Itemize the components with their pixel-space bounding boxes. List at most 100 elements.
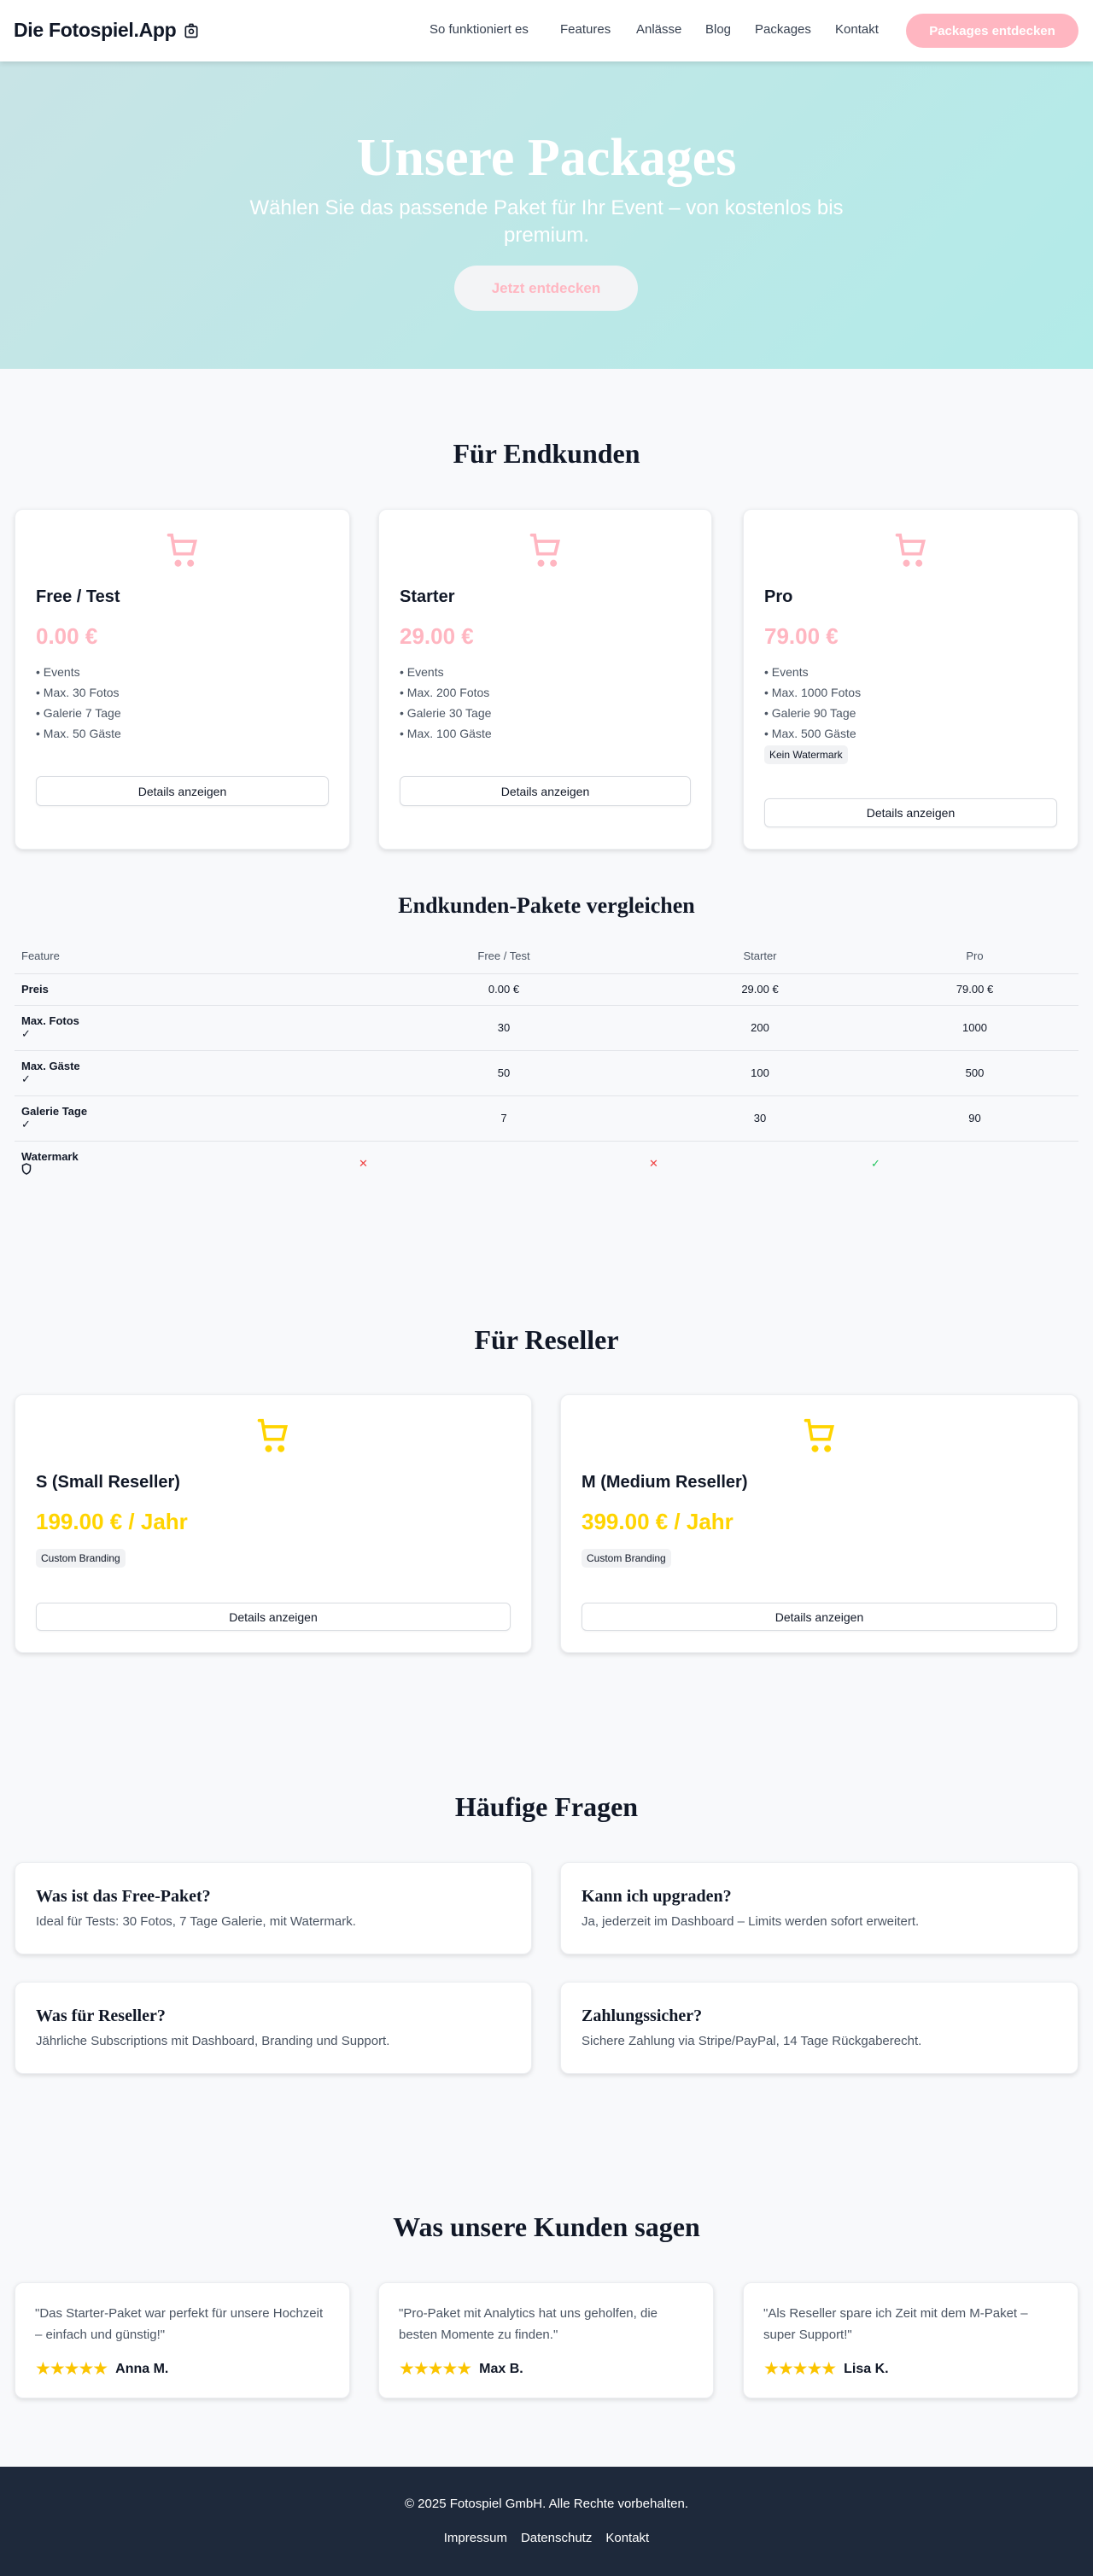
compare-heading: Endkunden-Pakete vergleichen: [398, 893, 695, 918]
package-name: Free / Test: [36, 587, 120, 606]
feature-item: • Max. 200 Fotos: [400, 686, 490, 699]
testimonials-heading: Was unsere Kunden sagen: [393, 2211, 700, 2242]
feature-list: • Events • Max. 30 Fotos • Galerie 7 Tag…: [36, 662, 329, 744]
star-rating-icon: ★★★★★: [35, 2359, 108, 2379]
cell: 30: [359, 1005, 649, 1051]
cell: 0.00 €: [359, 973, 649, 1006]
reseller-card-m: M (Medium Reseller) 399.00 € / Jahr Cust…: [560, 1394, 1078, 1653]
faq-question: Was ist das Free-Paket?: [36, 1887, 211, 1906]
x-icon: ✕: [359, 1156, 368, 1170]
column-header: Pro: [871, 939, 1078, 974]
cell: 79.00 €: [871, 973, 1078, 1006]
check-icon: ✓: [871, 1156, 880, 1170]
table-row: Max. Gäste ✓ 50 100 500: [15, 1050, 1078, 1096]
row-label: Galerie Tage: [21, 1105, 88, 1118]
testimonial-card: "Das Starter-Paket war perfekt für unser…: [15, 2282, 350, 2398]
endkunden-heading: Für Endkunden: [453, 438, 640, 469]
cart-icon: [582, 1417, 1057, 1455]
cell: 29.00 €: [649, 973, 871, 1006]
footer-link-datenschutz[interactable]: Datenschutz: [520, 2531, 593, 2545]
feature-list: • Events • Max. 1000 Fotos • Galerie 90 …: [764, 662, 1057, 744]
jetzt-entdecken-button[interactable]: Jetzt entdecken: [454, 266, 638, 311]
package-name: Pro: [764, 587, 793, 606]
cart-icon: [764, 532, 1057, 570]
compare-table: Feature Free / Test Starter Pro Preis 0.…: [15, 939, 1078, 1186]
feature-item: • Galerie 30 Tage: [400, 706, 492, 720]
package-name: S (Small Reseller): [36, 1473, 180, 1492]
cell: 50: [359, 1050, 649, 1096]
nav-packages[interactable]: Packages: [755, 22, 811, 37]
faq-question: Zahlungssicher?: [582, 2006, 703, 2025]
footer-link-kontakt[interactable]: Kontakt: [605, 2531, 650, 2545]
row-label: Preis: [15, 973, 359, 1006]
package-price: 199.00 € / Jahr: [36, 1509, 188, 1534]
testimonial-card: "Pro-Paket mit Analytics hat uns geholfe…: [378, 2282, 714, 2398]
nav-features[interactable]: Features: [560, 22, 611, 37]
reseller-heading: Für Reseller: [474, 1324, 619, 1355]
packages-entdecken-button[interactable]: Packages entdecken: [906, 14, 1078, 48]
cell: 90: [871, 1095, 1078, 1142]
faq-item: Was für Reseller? Jährliche Subscriptions…: [15, 1982, 532, 2074]
custom-branding-badge: Custom Branding: [582, 1549, 671, 1568]
nav-kontakt[interactable]: Kontakt: [835, 22, 879, 37]
details-button[interactable]: Details anzeigen: [764, 798, 1057, 827]
table-row: Watermark ✕ ✕ ✓: [15, 1141, 1078, 1186]
table-row: Max. Fotos ✓ 30 200 1000: [15, 1005, 1078, 1051]
feature-item: • Max. 50 Gäste: [36, 727, 121, 740]
cart-icon: [36, 1417, 511, 1455]
cell: 100: [649, 1050, 871, 1096]
package-name: M (Medium Reseller): [582, 1473, 748, 1492]
copyright: © 2025 Fotospiel GmbH. Alle Rechte vorbe…: [404, 2497, 689, 2511]
column-header: Free / Test: [359, 939, 649, 974]
package-price: 0.00 €: [36, 623, 98, 649]
feature-item: • Events: [764, 665, 809, 679]
custom-branding-badge: Custom Branding: [36, 1549, 126, 1568]
column-header: Starter: [649, 939, 871, 974]
faq-answer: Ideal für Tests: 30 Fotos, 7 Tage Galeri…: [36, 1914, 356, 1929]
table-header-row: Feature Free / Test Starter Pro: [15, 939, 1078, 974]
testimonial-author: Lisa K.: [844, 2361, 889, 2376]
logo[interactable]: Die Fotospiel.App: [14, 19, 200, 42]
footer-link-impressum[interactable]: Impressum: [443, 2531, 507, 2545]
testimonial-quote: "Als Reseller spare ich Zeit mit dem M-P…: [763, 2306, 1028, 2342]
logo-text: Die Fotospiel.App: [14, 19, 177, 41]
camera-icon: [184, 23, 198, 38]
feature-item: • Max. 100 Gäste: [400, 727, 492, 740]
cart-icon: [36, 532, 329, 570]
nav-so-funktioniert-es[interactable]: So funktioniert es: [430, 22, 529, 37]
reseller-card-s: S (Small Reseller) 199.00 € / Jahr Custo…: [15, 1394, 532, 1653]
nav-blog[interactable]: Blog: [705, 22, 732, 37]
package-price: 29.00 €: [400, 623, 474, 649]
testimonial-author: Anna M.: [115, 2361, 169, 2376]
feature-item: • Galerie 90 Tage: [764, 706, 856, 720]
nav-anlaesse[interactable]: Anlässe: [636, 22, 682, 37]
table-row: Galerie Tage ✓ 7 30 90: [15, 1095, 1078, 1142]
feature-item: • Events: [400, 665, 444, 679]
testimonial-quote: "Pro-Paket mit Analytics hat uns geholfe…: [399, 2306, 658, 2342]
row-label: Watermark: [21, 1149, 79, 1163]
row-label: Max. Fotos: [21, 1014, 79, 1027]
kein-watermark-badge: Kein Watermark: [764, 745, 848, 764]
details-button[interactable]: Details anzeigen: [582, 1603, 1057, 1631]
faq-item: Zahlungssicher? Sichere Zahlung via Strip…: [560, 1982, 1078, 2074]
row-label: Max. Gäste: [21, 1060, 80, 1072]
details-button[interactable]: Details anzeigen: [400, 776, 691, 806]
shield-icon: [21, 1162, 32, 1175]
cart-icon: [400, 532, 691, 570]
cell: 500: [871, 1050, 1078, 1096]
table-row: Preis 0.00 € 29.00 € 79.00 €: [15, 973, 1078, 1006]
check-icon: ✓: [21, 1027, 31, 1040]
details-button[interactable]: Details anzeigen: [36, 776, 329, 806]
faq-item: Was ist das Free-Paket? Ideal für Tests: …: [15, 1862, 532, 1954]
faq-answer: Sichere Zahlung via Stripe/PayPal, 14 Ta…: [582, 2034, 922, 2048]
package-card-pro: Pro 79.00 € • Events • Max. 1000 Fotos •…: [743, 509, 1078, 850]
details-button[interactable]: Details anzeigen: [36, 1603, 511, 1631]
testimonial-quote: "Das Starter-Paket war perfekt für unser…: [35, 2306, 324, 2342]
star-rating-icon: ★★★★★: [763, 2359, 837, 2379]
faq-question: Was für Reseller?: [36, 2006, 166, 2025]
feature-item: • Galerie 7 Tage: [36, 706, 121, 720]
feature-list: • Events • Max. 200 Fotos • Galerie 30 T…: [400, 662, 691, 744]
star-rating-icon: ★★★★★: [399, 2359, 472, 2379]
x-icon: ✕: [649, 1156, 658, 1170]
check-icon: ✓: [21, 1118, 31, 1130]
